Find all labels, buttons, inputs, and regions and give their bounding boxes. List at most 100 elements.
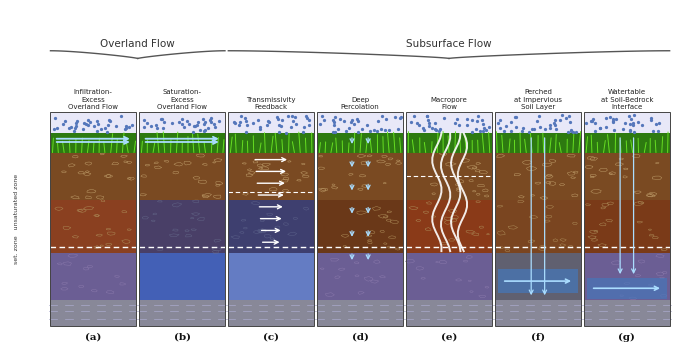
Point	[395, 114, 406, 120]
Point	[422, 113, 433, 119]
Point	[484, 125, 495, 130]
FancyBboxPatch shape	[406, 153, 492, 199]
FancyBboxPatch shape	[50, 199, 136, 253]
Point	[595, 125, 606, 131]
Point	[327, 118, 338, 123]
Point	[625, 127, 635, 132]
Point	[182, 119, 192, 124]
Point	[57, 122, 68, 127]
Point	[510, 114, 521, 120]
Point	[151, 122, 162, 128]
Point	[205, 118, 215, 123]
Point	[372, 128, 383, 134]
Point	[517, 128, 528, 134]
Point	[549, 117, 560, 123]
Point	[328, 129, 339, 135]
Point	[71, 120, 81, 126]
Point	[651, 121, 662, 127]
Point	[96, 126, 106, 132]
Point	[419, 127, 430, 133]
Point	[544, 125, 555, 131]
Point	[123, 124, 134, 130]
Point	[228, 119, 239, 125]
Point	[406, 119, 417, 125]
Point	[347, 117, 357, 123]
Point	[409, 113, 420, 119]
Point	[329, 114, 340, 120]
Point	[206, 119, 217, 125]
Point	[120, 126, 131, 132]
FancyBboxPatch shape	[228, 133, 314, 153]
Point	[199, 127, 210, 133]
Point	[364, 128, 375, 133]
Point	[501, 123, 511, 129]
Point	[624, 113, 635, 119]
Point	[189, 123, 200, 129]
Point	[590, 120, 600, 126]
Text: Overland Flow: Overland Flow	[100, 39, 175, 49]
Point	[158, 125, 169, 130]
FancyBboxPatch shape	[317, 253, 403, 300]
Point	[544, 122, 555, 128]
Point	[411, 120, 422, 126]
Point	[438, 115, 449, 120]
Point	[248, 120, 258, 126]
Point	[191, 122, 202, 127]
Point	[255, 126, 266, 132]
Point	[72, 118, 83, 124]
Point	[264, 119, 275, 125]
FancyBboxPatch shape	[495, 300, 581, 326]
FancyBboxPatch shape	[317, 300, 403, 326]
Point	[376, 126, 386, 132]
Point	[625, 121, 635, 127]
Point	[252, 117, 263, 123]
Text: (b): (b)	[174, 332, 190, 342]
Point	[330, 129, 341, 135]
Point	[518, 125, 528, 131]
FancyBboxPatch shape	[495, 112, 581, 133]
Point	[301, 113, 312, 118]
FancyBboxPatch shape	[317, 153, 403, 199]
Point	[60, 118, 71, 124]
Point	[275, 123, 286, 128]
Text: (c): (c)	[263, 332, 279, 342]
Point	[628, 120, 639, 126]
FancyBboxPatch shape	[50, 153, 136, 199]
Point	[194, 127, 205, 133]
Text: Saturation-
Excess
Overland Flow: Saturation- Excess Overland Flow	[157, 89, 207, 110]
FancyBboxPatch shape	[228, 153, 314, 199]
Point	[145, 123, 156, 128]
FancyBboxPatch shape	[139, 153, 225, 199]
Point	[452, 117, 462, 122]
Point	[333, 126, 344, 132]
Point	[607, 117, 618, 122]
Text: Infiltration-
Excess
Overland Flow: Infiltration- Excess Overland Flow	[68, 89, 118, 110]
Point	[586, 118, 597, 124]
Point	[474, 128, 485, 133]
Point	[393, 126, 404, 131]
Point	[511, 124, 522, 130]
Point	[588, 116, 598, 122]
Point	[50, 115, 61, 120]
Point	[565, 127, 576, 133]
Point	[563, 129, 573, 135]
Point	[418, 125, 429, 131]
Point	[89, 124, 100, 129]
Point	[561, 116, 572, 121]
Text: set. zone   unsaturated zone: set. zone unsaturated zone	[14, 174, 20, 264]
Point	[157, 116, 168, 122]
Point	[506, 119, 517, 125]
FancyBboxPatch shape	[584, 300, 670, 326]
Point	[608, 118, 618, 124]
Point	[478, 121, 489, 127]
Point	[433, 128, 444, 134]
Point	[600, 125, 611, 130]
Point	[139, 125, 149, 130]
Point	[348, 122, 359, 127]
Point	[376, 113, 387, 119]
FancyBboxPatch shape	[587, 278, 667, 299]
Point	[647, 128, 658, 134]
Point	[339, 118, 350, 124]
Point	[429, 121, 440, 126]
Point	[478, 128, 489, 133]
